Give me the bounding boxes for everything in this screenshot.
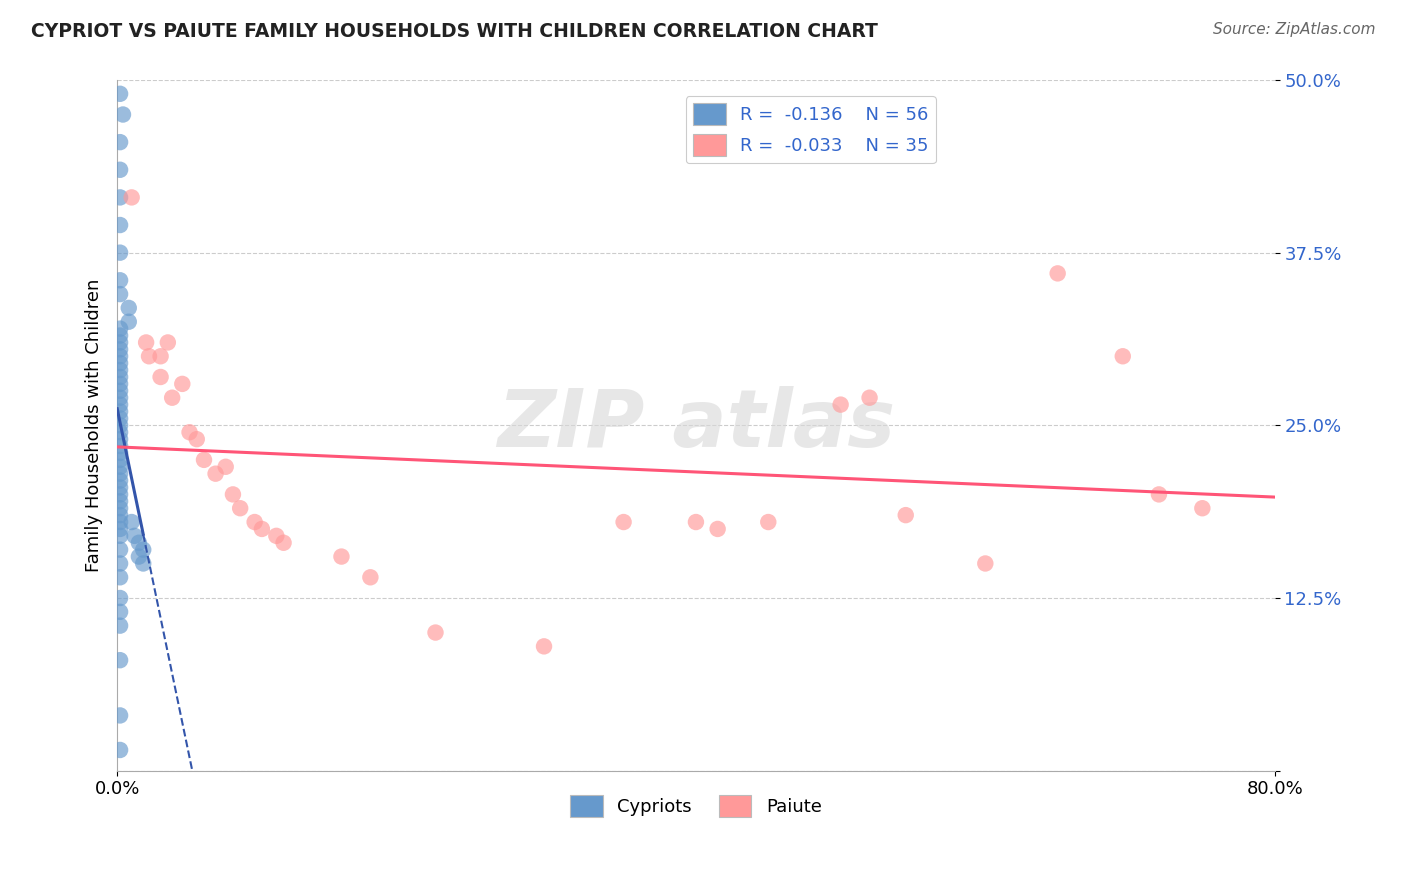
Point bbox=[108, 515, 131, 529]
Point bbox=[108, 135, 131, 149]
Point bbox=[149, 370, 172, 384]
Point bbox=[1191, 501, 1213, 516]
Point bbox=[108, 508, 131, 522]
Point bbox=[359, 570, 381, 584]
Point bbox=[132, 557, 155, 571]
Point bbox=[108, 363, 131, 377]
Point bbox=[108, 474, 131, 488]
Point bbox=[108, 453, 131, 467]
Point bbox=[108, 487, 131, 501]
Point bbox=[108, 287, 131, 301]
Point bbox=[172, 376, 194, 391]
Point bbox=[108, 335, 131, 350]
Point bbox=[756, 515, 779, 529]
Point bbox=[108, 494, 131, 508]
Point bbox=[111, 107, 134, 121]
Point bbox=[108, 349, 131, 363]
Point bbox=[108, 501, 131, 516]
Point bbox=[330, 549, 353, 564]
Point bbox=[186, 432, 208, 446]
Point bbox=[974, 557, 997, 571]
Point bbox=[108, 708, 131, 723]
Point bbox=[108, 398, 131, 412]
Point bbox=[156, 335, 179, 350]
Point bbox=[1147, 487, 1170, 501]
Text: Source: ZipAtlas.com: Source: ZipAtlas.com bbox=[1212, 22, 1375, 37]
Point bbox=[132, 542, 155, 557]
Point bbox=[266, 529, 288, 543]
Point bbox=[222, 487, 245, 501]
Point bbox=[108, 605, 131, 619]
Point bbox=[204, 467, 226, 481]
Point bbox=[160, 391, 183, 405]
Point bbox=[108, 557, 131, 571]
Point bbox=[108, 653, 131, 667]
Point bbox=[108, 432, 131, 446]
Point bbox=[533, 640, 555, 654]
Point bbox=[108, 425, 131, 440]
Point bbox=[108, 343, 131, 357]
Point bbox=[108, 481, 131, 495]
Point bbox=[685, 515, 707, 529]
Point bbox=[706, 522, 728, 536]
Point bbox=[118, 315, 141, 329]
Point bbox=[108, 542, 131, 557]
Point bbox=[215, 459, 238, 474]
Point bbox=[250, 522, 273, 536]
Point bbox=[179, 425, 201, 440]
Point bbox=[149, 349, 172, 363]
Point bbox=[108, 218, 131, 232]
Point bbox=[108, 439, 131, 453]
Point bbox=[108, 245, 131, 260]
Point bbox=[425, 625, 447, 640]
Point bbox=[894, 508, 917, 522]
Point bbox=[108, 376, 131, 391]
Point bbox=[108, 404, 131, 418]
Point bbox=[121, 515, 143, 529]
Point bbox=[108, 570, 131, 584]
Text: CYPRIOT VS PAIUTE FAMILY HOUSEHOLDS WITH CHILDREN CORRELATION CHART: CYPRIOT VS PAIUTE FAMILY HOUSEHOLDS WITH… bbox=[31, 22, 877, 41]
Point bbox=[193, 453, 215, 467]
Point bbox=[118, 301, 141, 315]
Point bbox=[108, 529, 131, 543]
Point bbox=[138, 349, 160, 363]
Point bbox=[108, 321, 131, 335]
Point bbox=[124, 529, 146, 543]
Point bbox=[613, 515, 636, 529]
Point bbox=[108, 273, 131, 287]
Point bbox=[128, 549, 150, 564]
Point bbox=[128, 535, 150, 549]
Legend: Cypriots, Paiute: Cypriots, Paiute bbox=[562, 788, 830, 824]
Point bbox=[108, 190, 131, 204]
Point bbox=[830, 398, 852, 412]
Point bbox=[243, 515, 266, 529]
Point bbox=[135, 335, 157, 350]
Y-axis label: Family Households with Children: Family Households with Children bbox=[86, 278, 103, 572]
Point bbox=[108, 418, 131, 433]
Point bbox=[108, 356, 131, 370]
Point bbox=[1112, 349, 1135, 363]
Point bbox=[273, 535, 295, 549]
Point bbox=[108, 522, 131, 536]
Point bbox=[108, 162, 131, 177]
Point bbox=[108, 87, 131, 101]
Point bbox=[108, 384, 131, 398]
Point bbox=[858, 391, 880, 405]
Point bbox=[108, 618, 131, 632]
Point bbox=[108, 446, 131, 460]
Point bbox=[108, 459, 131, 474]
Point bbox=[1046, 266, 1069, 280]
Point bbox=[108, 743, 131, 757]
Point bbox=[108, 591, 131, 605]
Point bbox=[121, 190, 143, 204]
Point bbox=[108, 411, 131, 425]
Point bbox=[108, 370, 131, 384]
Point bbox=[108, 328, 131, 343]
Point bbox=[229, 501, 252, 516]
Point bbox=[108, 391, 131, 405]
Point bbox=[108, 467, 131, 481]
Text: ZIP atlas: ZIP atlas bbox=[496, 386, 896, 465]
